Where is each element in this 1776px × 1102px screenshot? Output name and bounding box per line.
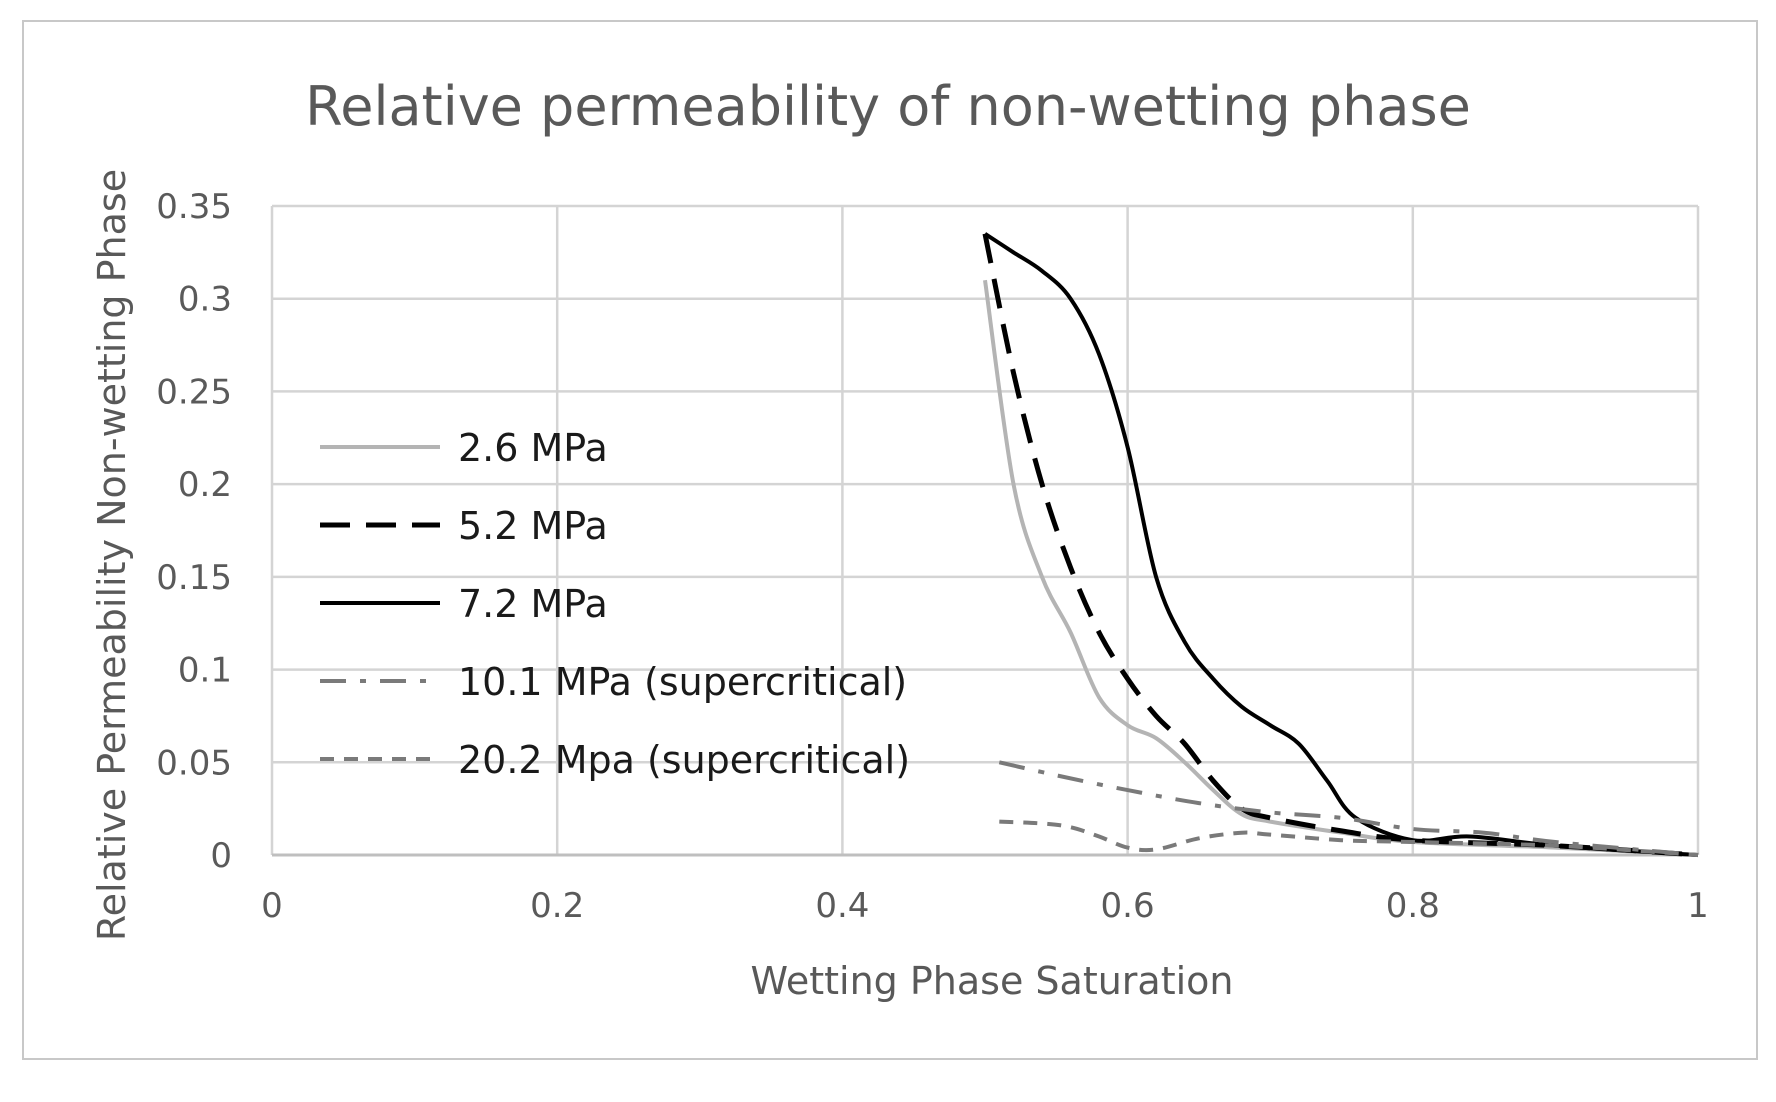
chart-title: Relative permeability of non-wetting pha… <box>305 75 1471 138</box>
x-tick-label: 0.2 <box>530 886 584 926</box>
legend: 2.6 MPa 5.2 MPa 7.2 MPa 10.1 MPa (supercrit… <box>320 426 910 782</box>
series-line-4 <box>998 760 1699 857</box>
series-line-3 <box>983 232 1699 857</box>
legend-label-4: 10.1 MPa (supercritical) <box>458 660 907 704</box>
x-axis-title: Wetting Phase Saturation <box>751 959 1234 1003</box>
y-tick-label: 0.15 <box>156 558 232 598</box>
x-tick-label: 0.8 <box>1386 886 1440 926</box>
legend-label-2: 5.2 MPa <box>458 504 608 548</box>
y-tick-label: 0.05 <box>156 743 232 783</box>
y-tick-label: 0 <box>210 836 232 876</box>
series-line-5 <box>999 819 1699 857</box>
legend-label-5: 20.2 Mpa (supercritical) <box>458 738 910 782</box>
grid-layer <box>270 204 1700 857</box>
series-line-1 <box>983 279 1699 857</box>
y-tick-label: 0.3 <box>178 280 232 320</box>
legend-label-1: 2.6 MPa <box>458 426 608 470</box>
y-tick-label: 0.1 <box>178 651 232 691</box>
y-tick-label: 0.35 <box>156 187 232 227</box>
y-tick-label: 0.25 <box>156 372 232 412</box>
legend-label-3: 7.2 MPa <box>458 582 608 626</box>
series-layer <box>982 232 1699 858</box>
chart-frame <box>22 20 1758 1060</box>
y-axis-title: Relative Permeability Non-wetting Phase <box>90 169 134 941</box>
series-line-2 <box>982 233 1699 858</box>
x-tick-label: 0.6 <box>1101 886 1155 926</box>
x-tick-label: 0 <box>261 886 283 926</box>
y-tick-label: 0.2 <box>178 465 232 505</box>
x-tick-label: 0.4 <box>815 886 869 926</box>
tick-layer: 0 0.05 0.1 0.15 0.2 0.25 0.3 0.35 0 0.2 0.4 0.6 0.8 1 <box>156 187 1709 926</box>
x-tick-label: 1 <box>1687 886 1709 926</box>
